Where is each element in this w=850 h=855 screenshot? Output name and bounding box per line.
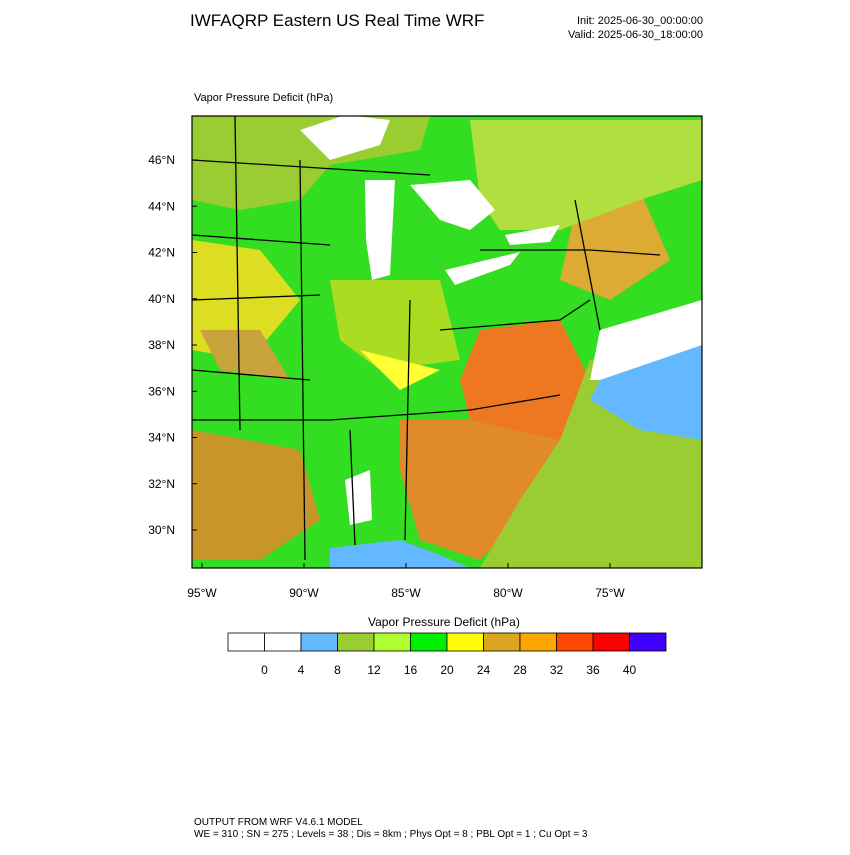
colorbar-box [592,632,630,652]
colorbar-box [556,632,594,652]
colorbar-box [373,632,411,652]
footer-line: WE = 310 ; SN = 275 ; Levels = 38 ; Dis … [194,829,588,840]
colorbar-label: 28 [513,663,527,677]
lon-label: 95°W [187,586,217,600]
colorbar-box [410,632,448,652]
lat-label: 40°N [148,292,175,306]
colorbar-label: 4 [298,663,305,677]
colorbar-box [519,632,557,652]
init-time: Init: 2025-06-30_00:00:00 [577,15,703,27]
colorbar-label: 0 [261,663,268,677]
lat-label: 32°N [148,477,175,491]
lon-label: 75°W [595,586,625,600]
colorbar-label: 20 [440,663,454,677]
footer-line: OUTPUT FROM WRF V4.6.1 MODEL [194,817,363,828]
map-frame [191,115,703,569]
map [192,116,702,568]
lat-label: 30°N [148,523,175,537]
colorbar-box [300,632,338,652]
colorbar-title: Vapor Pressure Deficit (hPa) [368,615,520,629]
lon-label: 80°W [493,586,523,600]
colorbar-label: 12 [367,663,381,677]
colorbar-box [264,632,302,652]
colorbar-box [446,632,484,652]
colorbar-box [629,632,667,652]
lat-label: 42°N [148,246,175,260]
lat-label: 46°N [148,153,175,167]
colorbar-box [227,632,265,652]
lat-label: 44°N [148,199,175,213]
colorbar-label: 8 [334,663,341,677]
colorbar-label: 36 [586,663,600,677]
colorbar-box [483,632,521,652]
colorbar-label: 24 [477,663,491,677]
map-label: Vapor Pressure Deficit (hPa) [194,92,333,104]
lon-label: 90°W [289,586,319,600]
lat-label: 34°N [148,431,175,445]
lon-label: 85°W [391,586,421,600]
colorbar-box [337,632,375,652]
lat-label: 38°N [148,338,175,352]
colorbar-label: 16 [404,663,418,677]
colorbar-label: 40 [623,663,637,677]
title: IWFAQRP Eastern US Real Time WRF [190,11,484,30]
colorbar-label: 32 [550,663,564,677]
valid-time: Valid: 2025-06-30_18:00:00 [568,29,703,41]
lat-label: 36°N [148,384,175,398]
